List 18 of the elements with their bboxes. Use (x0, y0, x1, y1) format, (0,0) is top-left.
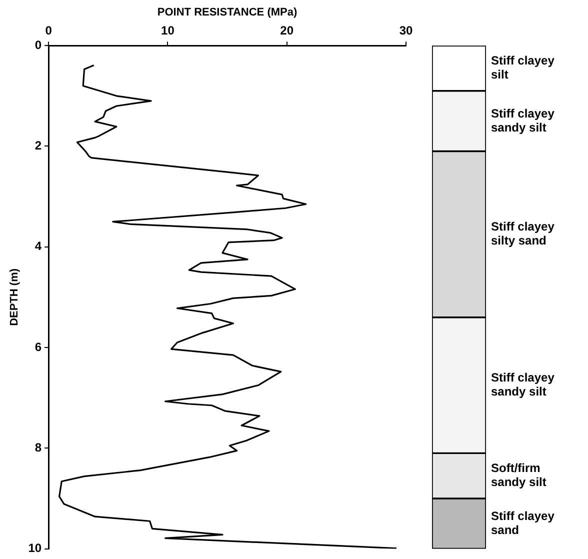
x-tick-label: 30 (399, 24, 413, 38)
y-tick-label: 0 (34, 38, 42, 52)
x-axis-title: POINT RESISTANCE (MPa) (157, 6, 298, 19)
y-tick-label: 6 (34, 340, 42, 354)
series-label: Stiff clayey sandy silt (491, 370, 555, 399)
x-tick-label: 20 (280, 24, 294, 38)
y-tick-label: 8 (34, 440, 42, 454)
y-tick-label: 2 (34, 138, 42, 153)
series-label: Stiff clayey sandy silt (491, 106, 555, 134)
series-label: Soft/firm sandy silt (491, 461, 546, 490)
y-tick-label: 4 (34, 239, 42, 254)
x-tick-label: 10 (161, 24, 175, 38)
series-label: Stiff clayey sand (491, 508, 555, 537)
series-label: Stiff clayey silt (491, 54, 555, 82)
series-label: Stiff clayey silty sand (491, 220, 555, 248)
y-tick-label: 10 (28, 541, 42, 556)
x-tick-label: 0 (45, 24, 52, 38)
y-axis-title: DEPTH (m) (8, 268, 21, 326)
